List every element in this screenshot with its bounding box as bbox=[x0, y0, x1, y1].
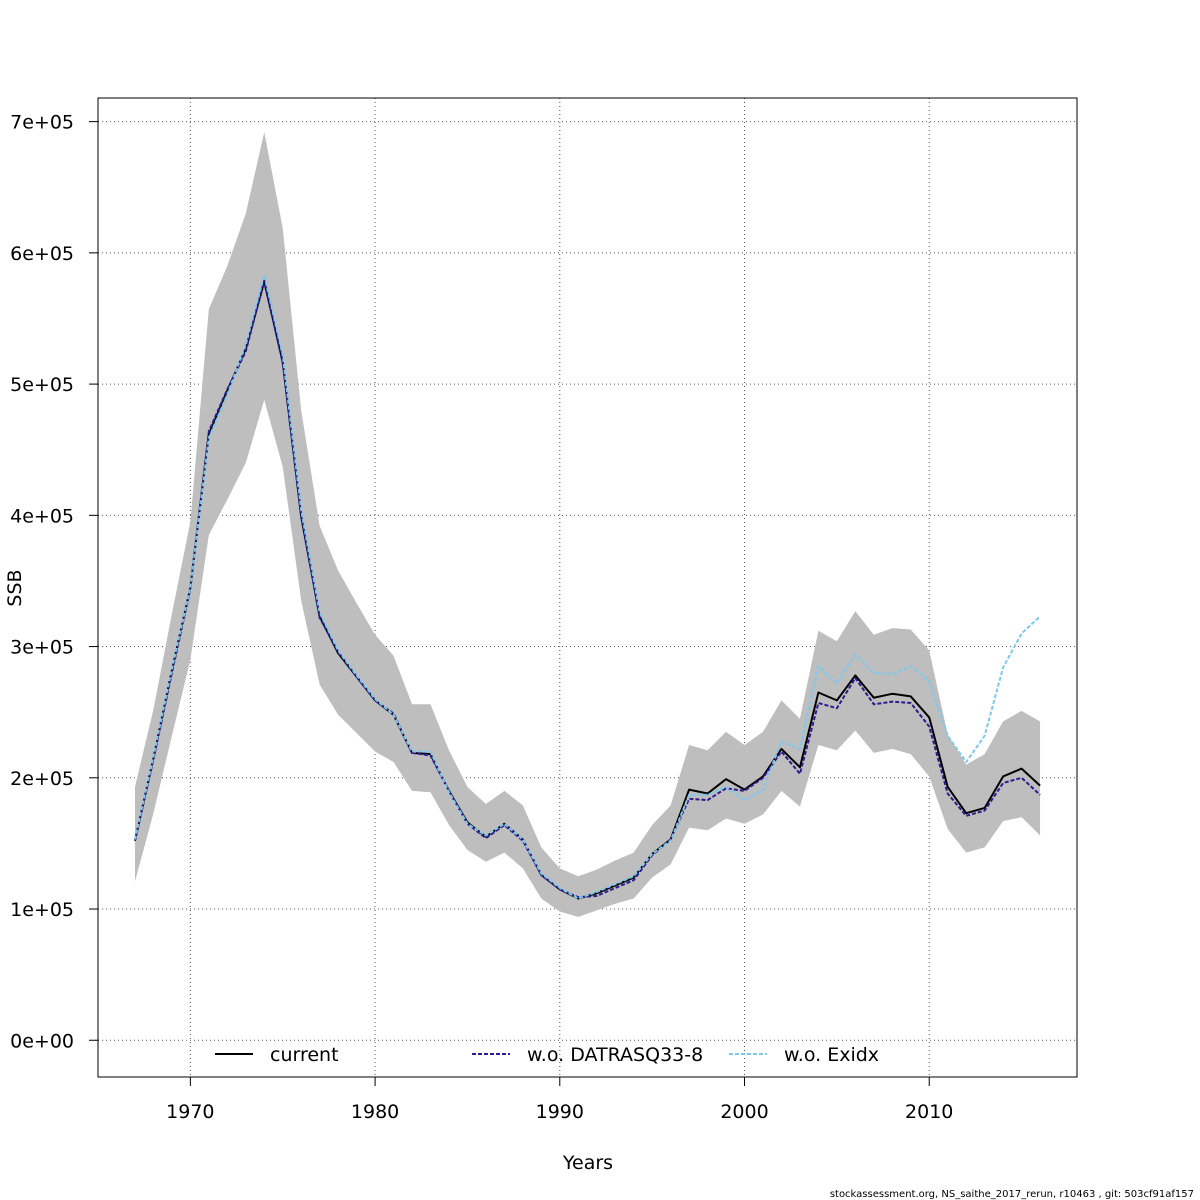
legend-label-1: w.o. DATRASQ33-8 bbox=[527, 1044, 703, 1066]
y-tick-label: 6e+05 bbox=[10, 243, 74, 265]
y-tick-label: 5e+05 bbox=[10, 374, 74, 396]
footer-text: stockassessment.org, NS_saithe_2017_reru… bbox=[830, 1189, 1194, 1200]
legend-label-0: current bbox=[270, 1044, 339, 1066]
y-tick-label: 0e+00 bbox=[10, 1030, 74, 1052]
x-axis: 1970 1980 1990 2000 2010 bbox=[166, 1076, 953, 1123]
y-tick-label: 3e+05 bbox=[10, 637, 74, 659]
y-axis: 0e+00 1e+05 2e+05 3e+05 4e+05 5e+05 6e+05 7e+05 bbox=[10, 112, 99, 1052]
x-axis-title: Years bbox=[562, 1152, 613, 1174]
x-tick-label: 1970 bbox=[166, 1101, 214, 1123]
legend-label-2: w.o. Exidx bbox=[784, 1044, 879, 1066]
x-tick-label: 2010 bbox=[905, 1101, 953, 1123]
x-tick-label: 2000 bbox=[720, 1101, 768, 1123]
confidence-band-layer bbox=[134, 132, 1041, 917]
series-line-1 bbox=[133, 279, 1041, 899]
confidence-band bbox=[134, 132, 1041, 917]
series-line-2 bbox=[133, 274, 1041, 900]
y-tick-label: 1e+05 bbox=[10, 899, 74, 921]
x-tick-label: 1980 bbox=[351, 1101, 399, 1123]
x-tick-label: 1990 bbox=[536, 1101, 584, 1123]
y-tick-label: 7e+05 bbox=[10, 112, 74, 134]
y-axis-title: SSB bbox=[4, 569, 26, 606]
series-layer bbox=[133, 274, 1041, 900]
y-tick-label: 2e+05 bbox=[10, 768, 74, 790]
legend: current w.o. DATRASQ33-8 w.o. Exidx bbox=[215, 1044, 879, 1066]
y-tick-label: 4e+05 bbox=[10, 505, 74, 527]
